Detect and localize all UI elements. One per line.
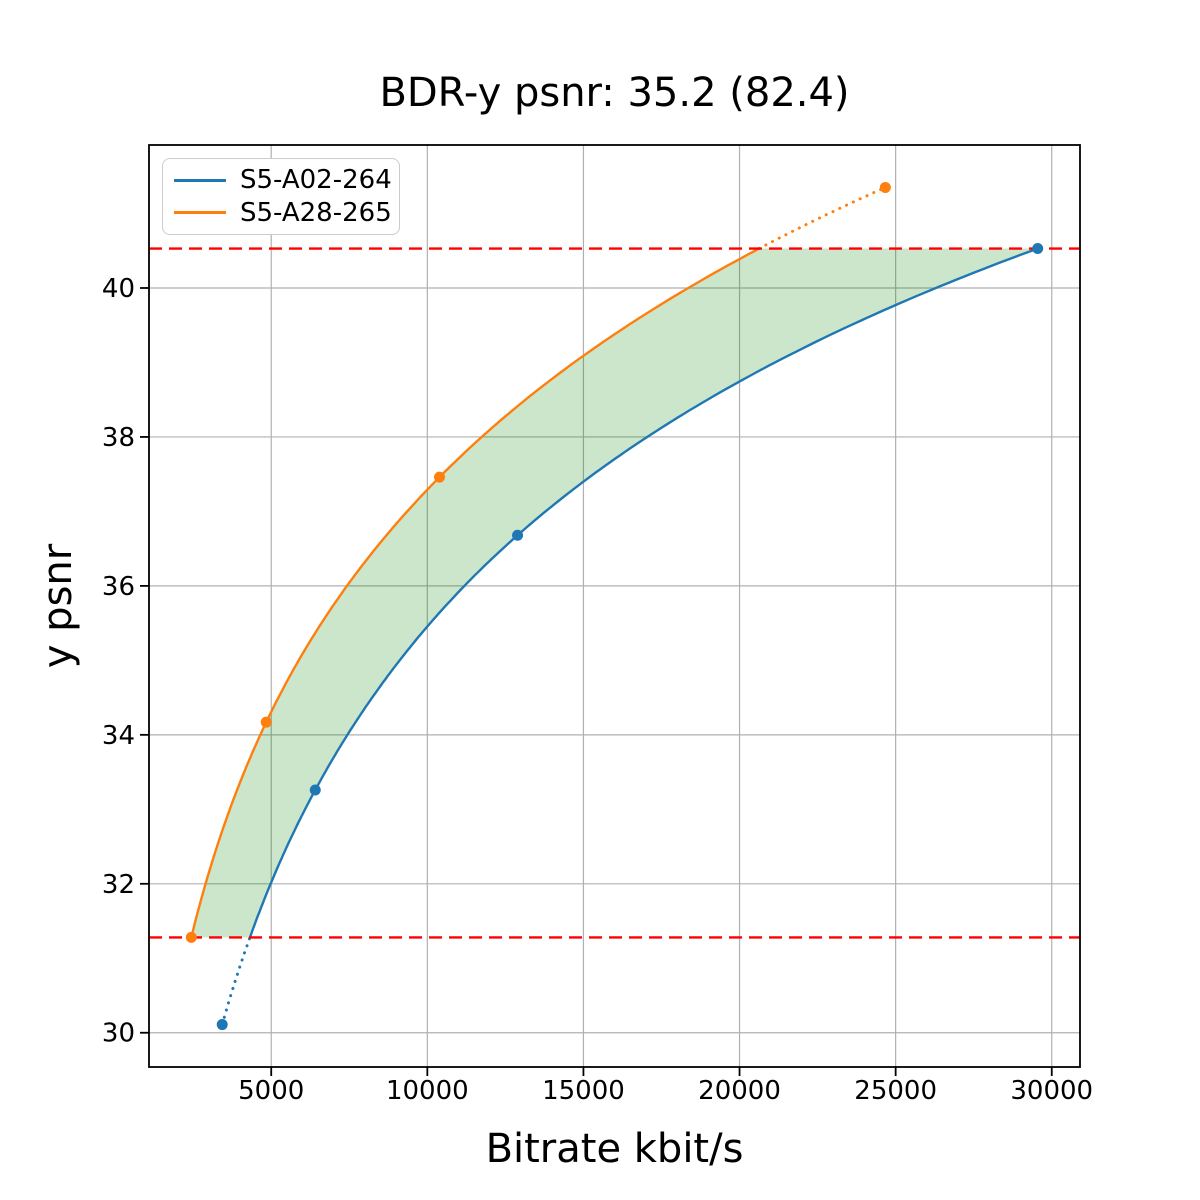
series-line-dotted-S5-A28-265	[757, 186, 887, 250]
plot-border	[148, 144, 1081, 1068]
y-tick-label: 32	[102, 870, 135, 900]
data-point-marker	[512, 529, 524, 541]
y-tick-label: 40	[102, 274, 135, 304]
y-tick-label: 30	[102, 1019, 135, 1049]
series-line-dotted-S5-A02-264	[220, 935, 252, 1026]
series-line-S5-A02-264	[248, 247, 1039, 938]
data-point-marker	[434, 471, 446, 483]
x-tick-label: 10000	[386, 1076, 469, 1106]
x-tick-label: 5000	[238, 1076, 304, 1106]
legend-item: S5-A28-265	[163, 200, 399, 226]
y-tick-label: 36	[102, 572, 135, 602]
data-point-marker	[1032, 243, 1044, 255]
data-point-marker	[185, 931, 197, 943]
legend: S5-A02-264 S5-A28-265	[162, 158, 400, 235]
x-tick-label: 20000	[698, 1076, 781, 1106]
y-tick-label: 34	[102, 721, 135, 751]
legend-label: S5-A02-264	[240, 165, 392, 196]
data-point-marker	[260, 716, 272, 728]
y-axis-label: y psnr	[35, 543, 81, 669]
series-line-S5-A28-265	[190, 247, 760, 938]
legend-line-sample-icon	[174, 178, 226, 182]
x-tick-label: 25000	[854, 1076, 937, 1106]
x-tick-label: 15000	[542, 1076, 625, 1106]
data-point-marker	[216, 1019, 228, 1031]
legend-item: S5-A02-264	[163, 167, 399, 193]
bd-fill-region	[191, 248, 1038, 938]
data-point-marker	[309, 784, 321, 796]
x-tick-label: 30000	[1010, 1076, 1093, 1106]
legend-label: S5-A28-265	[240, 197, 392, 228]
legend-line-sample-icon	[174, 211, 226, 215]
data-point-marker	[879, 181, 891, 193]
y-tick-label: 38	[102, 423, 135, 453]
x-axis-label: Bitrate kbit/s	[485, 1126, 744, 1172]
chart-title: BDR-y psnr: 35.2 (82.4)	[379, 70, 850, 116]
